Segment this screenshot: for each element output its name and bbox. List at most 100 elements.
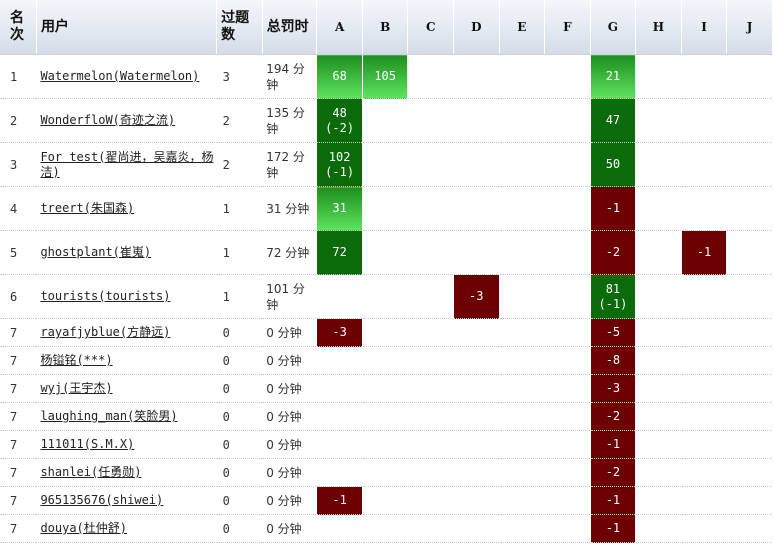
problem-e-cell bbox=[498, 374, 546, 403]
problem-j-cell bbox=[726, 486, 773, 515]
user-link[interactable]: treert(朱国森) bbox=[40, 201, 135, 215]
problem-j-header[interactable]: J bbox=[726, 0, 773, 55]
table-row: 7 rayafjyblue(方静远) 0 0 分钟 -3 -5 bbox=[0, 318, 773, 347]
problem-j-cell bbox=[726, 374, 773, 403]
problem-e-header[interactable]: E bbox=[499, 0, 546, 55]
problem-f-cell bbox=[544, 458, 591, 487]
user-link[interactable]: rayafjyblue(方静远) bbox=[40, 325, 171, 339]
problem-g-header[interactable]: G bbox=[590, 0, 637, 55]
rank-cell: 4 bbox=[0, 186, 37, 231]
problem-a-cell bbox=[316, 514, 363, 543]
cell-value: 102 bbox=[328, 149, 351, 164]
user-cell: treert(朱国森) bbox=[36, 186, 217, 231]
penalty-cell: 72 分钟 bbox=[262, 230, 317, 275]
problem-a-cell bbox=[316, 374, 363, 403]
problem-j-cell bbox=[726, 230, 773, 275]
problem-j-cell bbox=[726, 98, 773, 143]
problem-c-cell bbox=[407, 54, 454, 99]
problem-g-cell: -2 bbox=[589, 402, 637, 431]
problem-c-header[interactable]: C bbox=[407, 0, 454, 55]
problem-f-header[interactable]: F bbox=[544, 0, 591, 55]
penalty-cell: 0 分钟 bbox=[262, 458, 317, 487]
cell-value: 48 bbox=[332, 105, 347, 120]
problem-a-cell bbox=[316, 346, 363, 375]
problem-g-cell: 81 (-1) bbox=[589, 274, 637, 319]
solved-count-cell: 2 bbox=[216, 142, 263, 187]
user-link[interactable]: WonderfloW(奇迹之流) bbox=[40, 113, 176, 127]
table-row: 4 treert(朱国森) 1 31 分钟 31 -1 bbox=[0, 186, 773, 231]
user-link[interactable]: ghostplant(崔嵬) bbox=[40, 245, 152, 259]
cell-value: -2 bbox=[605, 409, 621, 423]
problem-i-header[interactable]: I bbox=[681, 0, 728, 55]
solved-count-cell: 0 bbox=[216, 346, 263, 375]
problem-b-cell bbox=[361, 430, 409, 459]
table-row: 7 111011(S.M.X) 0 0 分钟 -1 bbox=[0, 430, 773, 459]
problem-g-cell: -1 bbox=[589, 486, 637, 515]
user-link[interactable]: laughing_man(笑脸男) bbox=[40, 409, 178, 423]
problem-h-cell bbox=[635, 374, 682, 403]
penalty-header: 总罚时 bbox=[262, 0, 318, 55]
problem-d-header[interactable]: D bbox=[453, 0, 500, 55]
problem-c-cell bbox=[407, 486, 454, 515]
problem-j-cell bbox=[726, 346, 773, 375]
problem-f-cell bbox=[544, 98, 591, 143]
solved-count-cell: 0 bbox=[216, 318, 263, 347]
user-link[interactable]: 111011(S.M.X) bbox=[40, 437, 135, 451]
solved-count-cell: 0 bbox=[216, 430, 263, 459]
cell-value: 105 bbox=[374, 69, 397, 83]
rank-cell: 3 bbox=[0, 142, 37, 187]
user-link[interactable]: wyj(王宇杰) bbox=[40, 381, 113, 395]
problem-h-header[interactable]: H bbox=[635, 0, 682, 55]
problem-b-cell bbox=[361, 142, 409, 187]
cell-value: 31 bbox=[332, 201, 347, 215]
problem-f-cell bbox=[544, 142, 591, 187]
problem-d-cell bbox=[453, 402, 500, 431]
problem-f-cell bbox=[544, 486, 591, 515]
table-row: 7 laughing_man(笑脸男) 0 0 分钟 -2 bbox=[0, 402, 773, 431]
user-link[interactable]: douya(杜仲舒) bbox=[40, 521, 128, 535]
problem-e-cell bbox=[498, 346, 546, 375]
problem-a-cell: -1 bbox=[316, 486, 363, 515]
cell-value: -1 bbox=[696, 245, 712, 259]
problem-g-cell: -2 bbox=[589, 230, 637, 275]
problem-i-cell: -1 bbox=[680, 230, 728, 275]
problem-g-cell: -5 bbox=[589, 318, 637, 347]
user-link[interactable]: For test(翟尚进，吴嘉炎，杨洁) bbox=[40, 149, 214, 179]
problem-j-cell bbox=[726, 430, 773, 459]
problem-i-cell bbox=[680, 98, 728, 143]
user-link[interactable]: 965135676(shiwei) bbox=[40, 493, 164, 507]
problem-g-cell: -8 bbox=[589, 346, 637, 375]
cell-value: 47 bbox=[605, 113, 621, 127]
problem-h-cell bbox=[635, 346, 682, 375]
rank-cell: 7 bbox=[0, 402, 37, 431]
user-link[interactable]: tourists(tourists) bbox=[40, 289, 171, 303]
table-row: 7 shanlei(任勇勋) 0 0 分钟 -2 bbox=[0, 458, 773, 487]
problem-a-cell: 68 bbox=[316, 54, 363, 99]
user-cell: tourists(tourists) bbox=[36, 274, 217, 319]
user-link[interactable]: shanlei(任勇勋) bbox=[40, 465, 142, 479]
user-link[interactable]: Watermelon(Watermelon) bbox=[40, 69, 200, 83]
problem-a-cell: 72 bbox=[316, 230, 363, 275]
solved-count-cell: 0 bbox=[216, 486, 263, 515]
problem-b-header[interactable]: B bbox=[362, 0, 409, 55]
problem-a-header[interactable]: A bbox=[316, 0, 363, 55]
user-cell: WonderfloW(奇迹之流) bbox=[36, 98, 217, 143]
problem-h-cell bbox=[635, 318, 682, 347]
problem-f-cell bbox=[544, 514, 591, 543]
user-cell: 111011(S.M.X) bbox=[36, 430, 217, 459]
user-cell: wyj(王宇杰) bbox=[36, 374, 217, 403]
problem-i-cell bbox=[680, 274, 728, 319]
problem-b-cell bbox=[361, 230, 409, 275]
problem-b-cell bbox=[361, 514, 409, 543]
rank-cell: 7 bbox=[0, 430, 37, 459]
problem-h-cell bbox=[635, 142, 682, 187]
penalty-cell: 0 分钟 bbox=[262, 514, 317, 543]
problem-c-cell bbox=[407, 374, 454, 403]
user-link[interactable]: 杨镒铭(***) bbox=[40, 353, 113, 367]
cell-value: -3 bbox=[332, 325, 347, 339]
penalty-cell: 0 分钟 bbox=[262, 430, 317, 459]
problem-c-cell bbox=[407, 98, 454, 143]
problem-f-cell bbox=[544, 402, 591, 431]
solved-count-cell: 0 bbox=[216, 514, 263, 543]
problem-d-cell bbox=[453, 374, 500, 403]
